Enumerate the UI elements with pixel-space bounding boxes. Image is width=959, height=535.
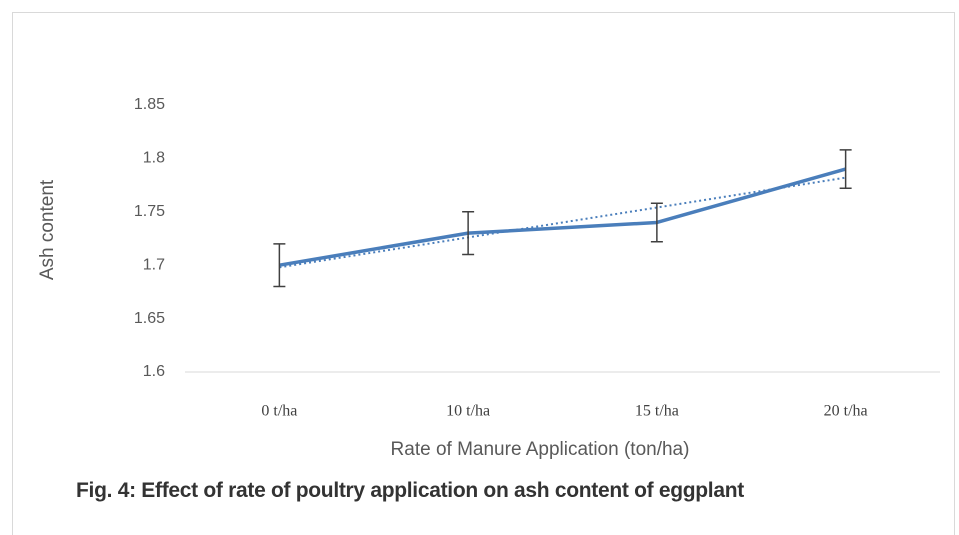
y-tick-label: 1.85 — [134, 96, 165, 113]
x-tick-label: 10 t/ha — [446, 403, 490, 420]
error-bar — [650, 202, 663, 243]
y-tick-label: 1.75 — [134, 203, 165, 220]
data-line — [279, 167, 847, 267]
y-tick-label: 1.65 — [134, 310, 165, 327]
y-tick-label: 1.6 — [143, 363, 165, 380]
trendline — [279, 176, 846, 269]
x-axis-title: Rate of Manure Application (ton/ha) — [391, 439, 690, 460]
chart-border — [12, 12, 955, 535]
y-tick-label: 1.7 — [143, 256, 165, 273]
x-tick-label: 0 t/ha — [261, 403, 297, 420]
error-bar — [273, 243, 286, 288]
x-tick-label: 20 t/ha — [824, 403, 868, 420]
y-axis-title: Ash content — [37, 179, 58, 280]
error-bar — [839, 149, 852, 190]
x-tick-label: 15 t/ha — [635, 403, 679, 420]
caption: Fig. 4: Effect of rate of poultry applic… — [76, 479, 744, 502]
error-bar — [462, 211, 475, 256]
y-tick-label: 1.8 — [143, 150, 165, 167]
